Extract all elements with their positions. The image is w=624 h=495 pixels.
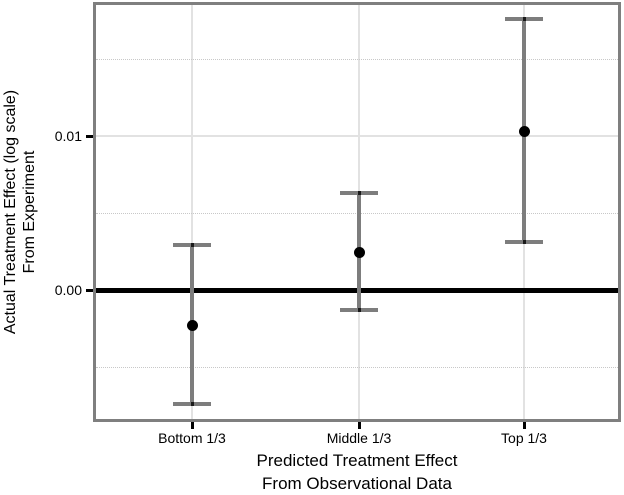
errorbar-cap-notch	[358, 190, 361, 195]
x-axis-title: Predicted Treatment Effect From Observat…	[257, 449, 458, 495]
x-tick-mark	[358, 422, 361, 429]
plot-panel	[93, 2, 621, 422]
x-axis-title-line1: Predicted Treatment Effect	[256, 451, 458, 470]
x-tick-label: Middle 1/3	[326, 430, 392, 446]
y-tick-label: 0.01	[54, 128, 82, 144]
data-point	[519, 126, 530, 138]
x-tick-mark	[191, 422, 194, 429]
errorbar-cap-notch	[523, 240, 526, 245]
errorbar-cap-notch	[358, 308, 361, 313]
gridline-horizontal-minor	[96, 59, 618, 60]
y-axis-title-line1: Actual Treatment Effect (log scale)	[2, 89, 19, 335]
errorbar-cap-notch	[523, 16, 526, 21]
x-axis-title-line2: From Observational Data	[262, 474, 452, 493]
gridline-horizontal-minor	[96, 367, 618, 368]
errorbar-cap-notch	[191, 243, 194, 248]
y-tick-label: 0.00	[54, 282, 82, 298]
y-tick-mark	[86, 289, 93, 292]
x-tick-label: Top 1/3	[501, 430, 547, 446]
gridline-vertical	[191, 5, 193, 419]
errorbar-cap-notch	[191, 401, 194, 406]
data-point	[354, 246, 365, 258]
x-tick-mark	[523, 422, 526, 429]
gridline-horizontal-major	[96, 135, 618, 137]
x-tick-label: Bottom 1/3	[158, 430, 226, 446]
data-point	[187, 320, 198, 332]
y-tick-mark	[86, 135, 93, 138]
